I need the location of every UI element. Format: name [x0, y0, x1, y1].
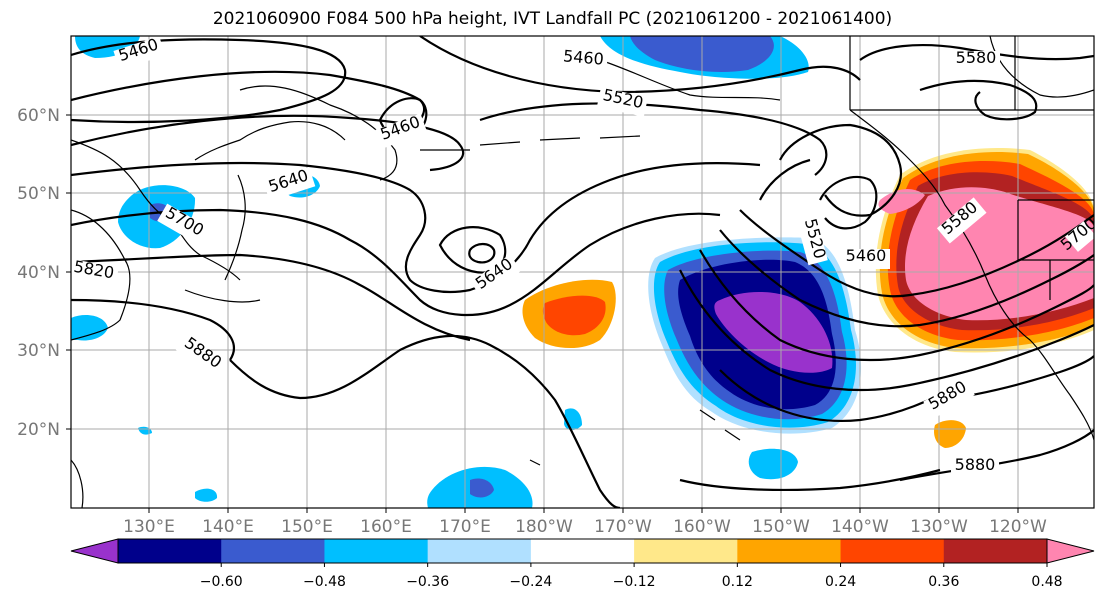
- colorbar-block: [943, 539, 1048, 563]
- colorbar-tick-label: 0.24: [825, 574, 856, 590]
- longitude-axis: 130°E 140°E 150°E 160°E 170°E 180°W 170°…: [123, 508, 1047, 537]
- colorbar-block: [118, 539, 222, 563]
- colorbar-block: [427, 539, 532, 563]
- ivt-positive-anomaly-northeast: [875, 148, 1094, 353]
- colorbar-block: [221, 539, 325, 563]
- lat-label: 20°N: [17, 420, 60, 440]
- lon-label: 160°E: [360, 517, 412, 537]
- lon-label: 180°W: [515, 517, 573, 537]
- contour-labels: 5460 5460 5460 5460 5580 5520: [71, 36, 1094, 478]
- colorbar-min-extend: [70, 538, 119, 564]
- colorbar-tick-label: −0.12: [613, 574, 656, 590]
- colorbar-tick-label: −0.36: [406, 574, 449, 590]
- colorbar-ticks: −0.60 −0.48 −0.36 −0.24 −0.12 0.12 0.24 0.36 0.4…: [200, 563, 1063, 590]
- colorbar-block: [634, 539, 738, 563]
- contour-label: 5460: [846, 246, 887, 265]
- colorbar-tick-label: −0.48: [303, 574, 346, 590]
- lat-label: 50°N: [17, 184, 60, 204]
- colorbar-tick-label: −0.60: [200, 574, 243, 590]
- lon-label: 170°E: [439, 517, 491, 537]
- lon-label: 130°E: [123, 517, 175, 537]
- lon-label: 140°E: [202, 517, 254, 537]
- lat-label: 60°N: [17, 106, 60, 126]
- colorbar-tick-label: 0.12: [722, 574, 753, 590]
- colorbar: −0.60 −0.48 −0.36 −0.24 −0.12 0.12 0.24 0.36 0.4…: [70, 538, 1095, 590]
- latitude-axis: 60°N 50°N 40°N 30°N 20°N: [17, 106, 71, 440]
- lon-label: 150°W: [752, 517, 810, 537]
- colorbar-max-extend: [1046, 538, 1095, 564]
- lon-label: 140°W: [831, 517, 889, 537]
- colorbar-block: [530, 539, 635, 563]
- lon-label: 150°E: [281, 517, 333, 537]
- ivt-negative-anomaly-scattered: [71, 36, 809, 508]
- contour-label: 5580: [956, 48, 997, 67]
- lat-label: 40°N: [17, 263, 60, 283]
- lon-label: 160°W: [673, 517, 731, 537]
- contour-label: 5460: [562, 46, 604, 68]
- colorbar-tick-label: 0.36: [928, 574, 959, 590]
- colorbar-block: [737, 539, 842, 563]
- height-contours: [71, 36, 1094, 508]
- lon-label: 130°W: [910, 517, 968, 537]
- ivt-positive-anomaly-west: [522, 279, 616, 349]
- colorbar-block: [840, 539, 945, 563]
- colorbar-block: [324, 539, 429, 563]
- colorbar-blocks: [118, 539, 1048, 563]
- colorbar-tick-label: 0.48: [1031, 574, 1062, 590]
- lon-label: 120°W: [989, 517, 1047, 537]
- lat-label: 30°N: [17, 341, 60, 361]
- ivt-positive-anomaly-small: [934, 420, 966, 448]
- lon-label: 170°W: [594, 517, 652, 537]
- colorbar-tick-label: −0.24: [509, 574, 552, 590]
- contour-label: 5880: [955, 455, 996, 474]
- map-area: 5460 5460 5460 5460 5580 5520: [71, 36, 1094, 508]
- map-title: 2021060900 F084 500 hPa height, IVT Land…: [212, 9, 893, 29]
